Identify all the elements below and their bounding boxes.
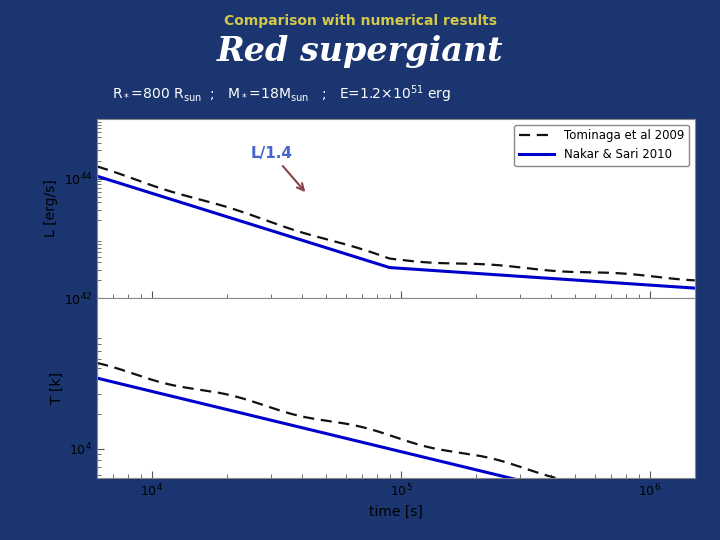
- Nakar & Sari 2010: [469, 270, 477, 276]
- Text: Red supergiant: Red supergiant: [217, 35, 503, 68]
- Text: L/1.4: L/1.4: [251, 146, 304, 190]
- Nakar & Sari 2010: [93, 173, 102, 179]
- Y-axis label: L [erg/s]: L [erg/s]: [44, 180, 58, 238]
- Text: R$_*$=800 R$_{\rm sun}$  ;   M$_*$=18M$_{\rm sun}$   ;   E=1.2$\times$10$^{51}$ : R$_*$=800 R$_{\rm sun}$ ; M$_*$=18M$_{\r…: [112, 84, 451, 105]
- Tominaga et al 2009: [330, 238, 338, 245]
- Nakar & Sari 2010: [165, 195, 174, 202]
- Tominaga et al 2009: [524, 265, 533, 272]
- Nakar & Sari 2010: [524, 274, 533, 280]
- Nakar & Sari 2010: [330, 247, 338, 253]
- Tominaga et al 2009: [690, 277, 699, 284]
- X-axis label: time [s]: time [s]: [369, 505, 423, 519]
- Line: Tominaga et al 2009: Tominaga et al 2009: [97, 166, 695, 280]
- Y-axis label: T [k]: T [k]: [50, 372, 64, 404]
- Text: Comparison with numerical results: Comparison with numerical results: [223, 14, 497, 28]
- Nakar & Sari 2010: [690, 285, 699, 292]
- Tominaga et al 2009: [93, 163, 102, 170]
- Tominaga et al 2009: [527, 266, 536, 272]
- Tominaga et al 2009: [165, 188, 174, 194]
- Tominaga et al 2009: [287, 226, 296, 233]
- Nakar & Sari 2010: [287, 234, 296, 240]
- Nakar & Sari 2010: [527, 274, 536, 280]
- Line: Nakar & Sari 2010: Nakar & Sari 2010: [97, 176, 695, 288]
- Tominaga et al 2009: [469, 261, 477, 267]
- Legend: Tominaga et al 2009, Nakar & Sari 2010: Tominaga et al 2009, Nakar & Sari 2010: [514, 125, 689, 166]
